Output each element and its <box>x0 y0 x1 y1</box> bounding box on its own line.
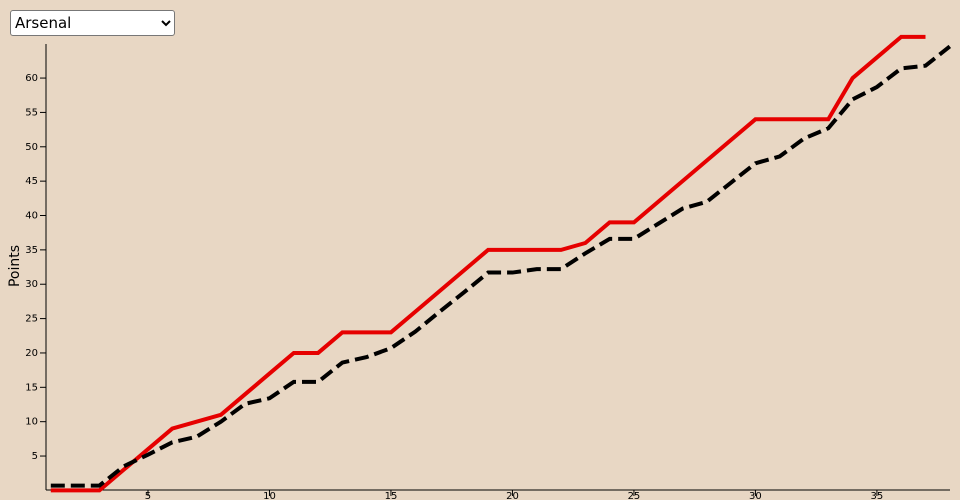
series-line <box>50 34 926 493</box>
y-tick-label: 55 <box>25 107 38 118</box>
y-tick-label: 50 <box>25 142 38 153</box>
x-tick-label: 35 <box>871 491 884 500</box>
x-tick-label: 20 <box>506 491 519 500</box>
team-select[interactable]: Arsenal <box>10 10 175 36</box>
x-tick-label: 5 <box>145 491 151 500</box>
x-tick-label: 30 <box>749 491 762 500</box>
y-tick-label: 20 <box>25 348 38 359</box>
y-tick-label: 30 <box>25 279 38 290</box>
x-tick-label: 10 <box>263 491 276 500</box>
y-tick-label: 60 <box>25 73 38 84</box>
series-line <box>50 44 952 488</box>
x-tick-label: 15 <box>385 491 398 500</box>
y-tick-label: 35 <box>25 245 38 256</box>
y-tick-label: 45 <box>25 176 38 187</box>
x-tick-label: 25 <box>628 491 641 500</box>
y-tick-label: 15 <box>25 382 38 393</box>
y-tick-label: 5 <box>32 451 38 462</box>
y-tick-label: 25 <box>25 314 38 325</box>
y-axis-label: Points <box>7 245 23 287</box>
y-tick-label: 40 <box>25 211 38 222</box>
y-tick-label: 10 <box>25 417 38 428</box>
